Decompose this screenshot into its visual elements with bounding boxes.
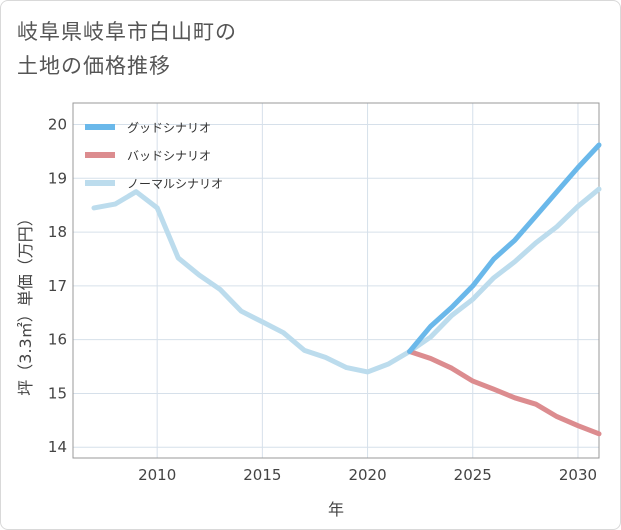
chart-grid xyxy=(73,103,599,458)
plot-frame xyxy=(72,102,600,459)
legend-label-2: ノーマルシナリオ xyxy=(127,177,223,191)
x-tick-label: 2025 xyxy=(454,466,492,484)
y-tick-label: 15 xyxy=(48,384,67,402)
y-tick-label: 19 xyxy=(48,169,67,187)
x-tick-label: 2030 xyxy=(559,466,597,484)
legend-label-0: グッドシナリオ xyxy=(127,121,211,135)
y-axis-ticks: 14 15 16 17 18 19 20 xyxy=(48,116,67,457)
x-tick-label: 2020 xyxy=(348,466,386,484)
series-line-0 xyxy=(407,142,602,354)
chart-title-line1: 岐阜県岐阜市白山町の xyxy=(17,20,237,44)
series-line-1 xyxy=(407,349,602,437)
series-line-2 xyxy=(91,186,602,375)
x-axis-ticks: 2010 2015 2020 2025 2030 xyxy=(138,466,597,484)
chart-series xyxy=(91,142,602,437)
x-tick-label: 2010 xyxy=(138,466,176,484)
y-tick-label: 20 xyxy=(48,116,67,134)
chart-title: 岐阜県岐阜市白山町の 土地の価格推移 xyxy=(17,15,237,83)
y-tick-label: 14 xyxy=(48,438,67,456)
y-axis-title: 坪（3.3㎡）単価（万円） xyxy=(16,210,35,395)
x-tick-label: 2015 xyxy=(243,466,281,484)
y-tick-label: 18 xyxy=(48,223,67,241)
x-axis-title: 年 xyxy=(328,500,344,519)
y-tick-label: 16 xyxy=(48,331,67,349)
chart-title-line2: 土地の価格推移 xyxy=(17,54,171,78)
legend-label-1: バッドシナリオ xyxy=(127,149,211,163)
y-tick-label: 17 xyxy=(48,277,67,295)
